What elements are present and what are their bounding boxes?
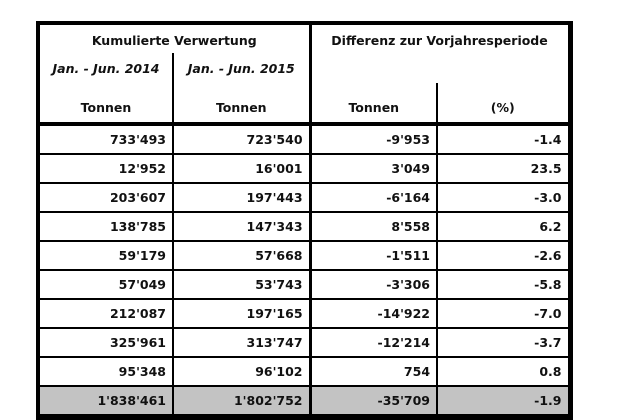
table-header: Kumulierte Verwertung Differenz zur Vorj… <box>38 23 571 126</box>
value-cell: -14'922 <box>310 298 439 328</box>
value-cell: 53'743 <box>173 269 312 299</box>
recycling-statistics-table: Kumulierte Verwertung Differenz zur Vorj… <box>36 21 573 420</box>
header-group-kumulierte-verwertung: Kumulierte Verwertung <box>38 23 312 53</box>
total-value-cell: 1'802'752 <box>173 385 312 417</box>
value-cell: 16'001 <box>173 153 312 183</box>
header-period-2014: Jan. - Jun. 2014 <box>38 53 174 83</box>
value-cell: 147'343 <box>173 211 312 241</box>
value-cell: 59'179 <box>38 240 174 270</box>
value-cell: -7.0 <box>437 298 571 328</box>
value-cell: -3.7 <box>437 327 571 357</box>
value-cell: 96'102 <box>173 356 312 386</box>
value-cell: -3'306 <box>310 269 439 299</box>
header-group-differenz-vorjahresperiode: Differenz zur Vorjahresperiode <box>331 32 548 48</box>
value-cell: 138'785 <box>38 211 174 241</box>
value-cell: -5.8 <box>437 269 571 299</box>
value-cell: 754 <box>310 356 439 386</box>
header-unit-tonnen-2015: Tonnen <box>173 83 312 126</box>
value-cell: -12'214 <box>310 327 439 357</box>
value-cell: -6'164 <box>310 182 439 212</box>
table-row: 733'493 723'540 -9'953 -1.4 <box>38 124 570 154</box>
value-cell: 0.8 <box>437 356 571 386</box>
value-cell: 8'558 <box>310 211 439 241</box>
header-period-row: Jan. - Jun. 2014 Jan. - Jun. 2015 <box>38 53 570 83</box>
value-cell: 23.5 <box>437 153 571 183</box>
value-cell: -1'511 <box>310 240 439 270</box>
value-cell: 95'348 <box>38 356 174 386</box>
value-cell: -3.0 <box>437 182 571 212</box>
value-cell: 12'952 <box>38 153 174 183</box>
table-row: 12'952 16'001 3'049 23.5 <box>38 153 571 183</box>
total-value-cell: 1'838'461 <box>38 385 174 417</box>
value-cell: 313'747 <box>173 327 312 357</box>
table-row: 138'785 147'343 8'558 6.2 <box>38 211 571 241</box>
total-value-cell: -35'709 <box>310 385 439 417</box>
table-row: 203'607 197'443 -6'164 -3.0 <box>38 182 571 212</box>
value-cell: 6.2 <box>437 211 571 241</box>
value-cell: 733'493 <box>38 124 174 154</box>
value-cell: 203'607 <box>38 182 174 212</box>
total-row: 1'838'461 1'802'752 -35'709 -1.9 <box>38 385 571 417</box>
value-cell: 57'049 <box>38 269 174 299</box>
value-cell: 3'049 <box>310 153 439 183</box>
header-unit-percent: (%) <box>437 83 571 126</box>
value-cell: 723'540 <box>173 124 312 154</box>
header-unit-row: Tonnen Tonnen Tonnen (%) <box>38 83 571 126</box>
table-row: 59'179 57'668 -1'511 -2.6 <box>38 240 571 270</box>
table-row: 212'087 197'165 -14'922 -7.0 <box>38 298 571 328</box>
value-cell: -9'953 <box>310 124 439 154</box>
value-cell: -1.4 <box>534 132 562 147</box>
table-body: 733'493 723'540 -9'953 -1.4 12'952 16'001 3'04… <box>38 124 571 417</box>
header-period-empty <box>310 53 570 83</box>
header-period-2015: Jan. - Jun. 2015 <box>173 53 312 83</box>
value-cell: -2.6 <box>437 240 571 270</box>
header-unit-tonnen-2014: Tonnen <box>38 83 174 126</box>
value-cell: 325'961 <box>38 327 174 357</box>
table-row: 57'049 53'743 -3'306 -5.8 <box>38 269 571 299</box>
table-row: 95'348 96'102 754 0.8 <box>38 356 571 386</box>
table-row: 325'961 313'747 -12'214 -3.7 <box>38 327 571 357</box>
header-unit-tonnen-diff: Tonnen <box>310 83 439 126</box>
value-cell: 212'087 <box>38 298 174 328</box>
header-group-row: Kumulierte Verwertung Differenz zur Vorj… <box>38 23 570 53</box>
total-value-cell: -1.9 <box>437 385 571 417</box>
statistics-table-container: Kumulierte Verwertung Differenz zur Vorj… <box>36 21 573 420</box>
value-cell: 197'165 <box>173 298 312 328</box>
value-cell: 197'443 <box>173 182 312 212</box>
value-cell: 57'668 <box>173 240 312 270</box>
